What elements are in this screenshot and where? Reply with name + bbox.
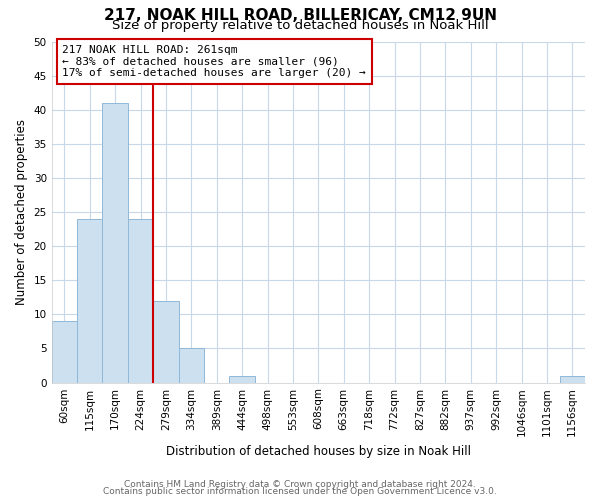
Bar (179, 348, 204, 382)
Text: 217 NOAK HILL ROAD: 261sqm
← 83% of detached houses are smaller (96)
17% of semi: 217 NOAK HILL ROAD: 261sqm ← 83% of deta… (62, 45, 366, 78)
Text: Contains HM Land Registry data © Crown copyright and database right 2024.: Contains HM Land Registry data © Crown c… (124, 480, 476, 489)
Bar (52, 321, 77, 382)
Y-axis label: Number of detached properties: Number of detached properties (15, 119, 28, 305)
Bar (128, 219, 153, 382)
Text: 217, NOAK HILL ROAD, BILLERICAY, CM12 9UN: 217, NOAK HILL ROAD, BILLERICAY, CM12 9U… (104, 8, 497, 22)
Bar (153, 300, 179, 382)
Text: Contains public sector information licensed under the Open Government Licence v3: Contains public sector information licen… (103, 487, 497, 496)
X-axis label: Distribution of detached houses by size in Noak Hill: Distribution of detached houses by size … (166, 444, 471, 458)
Bar (229, 376, 255, 382)
Text: Size of property relative to detached houses in Noak Hill: Size of property relative to detached ho… (112, 19, 488, 32)
Bar (77, 219, 103, 382)
Bar (560, 376, 585, 382)
Bar (103, 103, 128, 382)
